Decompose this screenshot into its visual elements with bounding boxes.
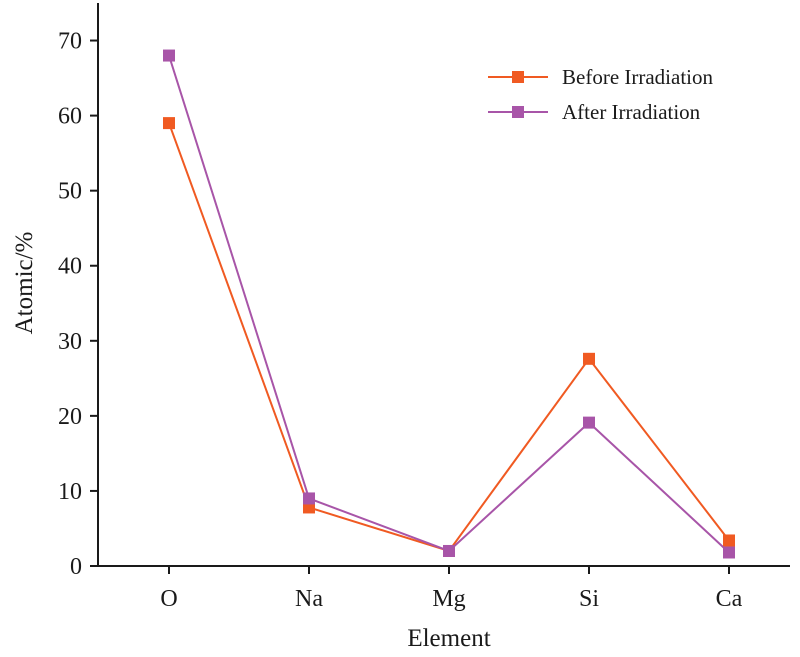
- x-tick-label: O: [160, 586, 177, 612]
- data-point: [163, 49, 175, 62]
- legend-item: After Irradiation: [488, 100, 701, 124]
- y-tick-label: 50: [58, 179, 82, 205]
- x-tick-label: Mg: [432, 586, 465, 612]
- data-point: [303, 501, 315, 514]
- data-point: [443, 544, 455, 557]
- data-point: [303, 492, 315, 505]
- y-tick-label: 20: [58, 404, 82, 430]
- axes: 0 10 20 30 40 50 60 70 O Na Mg Si Ca: [58, 3, 790, 612]
- x-tick-label: Si: [579, 586, 599, 612]
- series-line: [168, 122, 730, 553]
- series-layer: [163, 49, 735, 559]
- x-tick-label: Ca: [716, 586, 743, 612]
- series-1: [163, 49, 735, 559]
- data-point: [583, 352, 595, 365]
- legend-item: Before Irradiation: [488, 65, 714, 89]
- y-tick-label: 0: [70, 554, 82, 580]
- x-tick-label: Na: [295, 586, 323, 612]
- y-axis-title: Atomic/%: [11, 232, 38, 335]
- data-point: [723, 546, 735, 559]
- legend-marker: [512, 106, 524, 118]
- series-line: [168, 55, 730, 554]
- legend-marker: [512, 71, 524, 83]
- legend-label: Before Irradiation: [562, 65, 714, 89]
- data-point: [583, 416, 595, 429]
- y-tick-label: 30: [58, 329, 82, 355]
- data-point: [723, 534, 735, 547]
- y-tick-label: 40: [58, 254, 82, 280]
- data-point: [163, 117, 175, 130]
- y-tick-label: 10: [58, 479, 82, 505]
- x-axis-title: Element: [407, 625, 490, 652]
- series-0: [163, 117, 735, 557]
- legend-label: After Irradiation: [562, 100, 701, 124]
- y-tick-label: 70: [58, 29, 82, 55]
- legend: Before Irradiation After Irradiation: [488, 65, 714, 124]
- y-tick-label: 60: [58, 104, 82, 130]
